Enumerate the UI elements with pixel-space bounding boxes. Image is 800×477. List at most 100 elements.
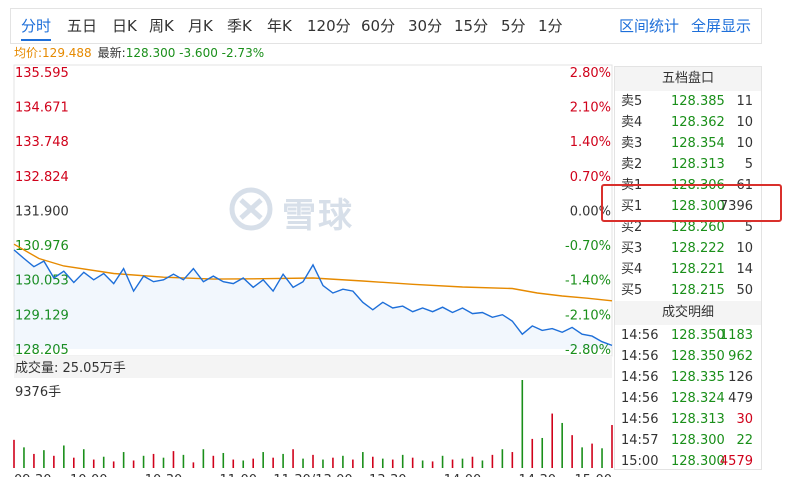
volume-bar bbox=[242, 460, 245, 468]
trade-volume: 479 bbox=[728, 391, 753, 406]
volume-bar bbox=[53, 455, 55, 468]
volume-bar bbox=[322, 459, 324, 468]
volume-bar bbox=[142, 455, 145, 468]
volume-bar bbox=[132, 460, 135, 468]
order-book-row: 卖5 128.385 11 bbox=[615, 91, 761, 112]
volume-bar bbox=[43, 450, 45, 468]
order-volume: 14 bbox=[736, 262, 753, 277]
trade-time: 14:57 bbox=[621, 433, 659, 448]
volume-bar bbox=[451, 459, 454, 468]
x-tick-label: 14:00 bbox=[444, 473, 481, 477]
tab-monthly-k[interactable]: 月K bbox=[188, 17, 213, 35]
order-side: 卖2 bbox=[621, 157, 643, 172]
order-book-row: 买5 128.215 50 bbox=[615, 280, 761, 301]
volume-bar bbox=[521, 380, 524, 468]
y-tick-label-right: -2.80% bbox=[565, 343, 611, 358]
volume-bar bbox=[92, 459, 95, 468]
volume-bar bbox=[601, 448, 603, 468]
volume-bar bbox=[491, 454, 494, 468]
tab-60min[interactable]: 60分 bbox=[361, 17, 396, 35]
order-side: 买5 bbox=[621, 283, 643, 298]
volume-bar bbox=[372, 456, 374, 468]
avg-price-line bbox=[13, 243, 613, 302]
volume-bar bbox=[82, 449, 85, 468]
y-tick-label-left: 134.671 bbox=[15, 101, 69, 116]
volume-bar bbox=[282, 453, 284, 468]
trade-row: 14:56 128.313 30 bbox=[615, 409, 761, 430]
order-book-row: 卖3 128.354 10 bbox=[615, 133, 761, 154]
trade-row: 14:56 128.335 126 bbox=[615, 367, 761, 388]
x-tick-label: 10:30 bbox=[145, 473, 182, 477]
tab-intraday[interactable]: 分时 bbox=[21, 9, 52, 43]
volume-bar bbox=[531, 438, 534, 468]
trade-price: 128.324 bbox=[671, 391, 725, 406]
volume-bar bbox=[501, 449, 504, 468]
trade-volume: 30 bbox=[736, 412, 753, 427]
order-book-row: 买3 128.222 10 bbox=[615, 238, 761, 259]
order-price: 128.260 bbox=[671, 220, 725, 235]
order-price: 128.354 bbox=[671, 136, 725, 151]
order-book-row: 买1 128.300 7396 bbox=[615, 196, 761, 217]
tab-weekly-k[interactable]: 周K bbox=[149, 17, 174, 35]
trade-price: 128.335 bbox=[671, 370, 725, 385]
order-price: 128.313 bbox=[671, 157, 725, 172]
tab-120min[interactable]: 120分 bbox=[307, 17, 351, 35]
order-side: 买3 bbox=[621, 241, 643, 256]
volume-bar bbox=[192, 462, 195, 468]
volume-bar bbox=[431, 461, 434, 468]
tab-15min[interactable]: 15分 bbox=[454, 17, 489, 35]
tab-five-day[interactable]: 五日 bbox=[67, 17, 98, 35]
order-volume: 5 bbox=[744, 157, 753, 172]
volume-bar bbox=[262, 452, 264, 468]
tab-daily-k[interactable]: 日K bbox=[112, 17, 137, 35]
interval-stats-button[interactable]: 区间统计 bbox=[619, 17, 680, 35]
trade-price: 128.350 bbox=[671, 328, 725, 343]
tab-30min[interactable]: 30分 bbox=[408, 17, 443, 35]
order-side: 卖5 bbox=[621, 94, 643, 109]
order-price: 128.222 bbox=[671, 241, 725, 256]
x-tick-label: 14:30 bbox=[519, 473, 556, 477]
volume-bar bbox=[112, 461, 115, 468]
y-tick-label-right: -1.40% bbox=[565, 274, 611, 289]
trade-time: 14:56 bbox=[621, 412, 659, 427]
order-volume: 50 bbox=[736, 283, 753, 298]
x-tick-label: 10:00 bbox=[70, 473, 107, 477]
price-line bbox=[13, 249, 613, 347]
trade-volume: 126 bbox=[728, 370, 753, 385]
order-volume: 61 bbox=[736, 178, 753, 193]
volume-bar bbox=[591, 443, 593, 468]
trade-volume: 22 bbox=[736, 433, 753, 448]
order-price: 128.215 bbox=[671, 283, 725, 298]
price-area-fill bbox=[14, 249, 612, 349]
volume-bar bbox=[471, 456, 474, 468]
order-side: 买2 bbox=[621, 220, 643, 235]
trade-time: 14:56 bbox=[621, 349, 659, 364]
tab-quarterly-k[interactable]: 季K bbox=[227, 17, 252, 35]
trade-price: 128.300 bbox=[671, 454, 725, 469]
volume-bar bbox=[182, 454, 185, 468]
trade-volume: 4579 bbox=[719, 454, 753, 469]
y-tick-label-right: 1.40% bbox=[570, 135, 611, 150]
order-book-row: 卖2 128.313 5 bbox=[615, 154, 761, 175]
latest-label: 最新: bbox=[97, 46, 126, 60]
fullscreen-button[interactable]: 全屏显示 bbox=[691, 17, 752, 35]
x-tick-label: 13:30 bbox=[369, 473, 406, 477]
volume-header-bg bbox=[14, 356, 612, 378]
volume-bar bbox=[362, 452, 364, 468]
volume-bar bbox=[441, 455, 444, 468]
y-tick-label-right: 0.70% bbox=[570, 170, 611, 185]
volume-bar bbox=[33, 453, 35, 468]
volume-bar bbox=[152, 453, 155, 468]
order-book-row: 卖4 128.362 10 bbox=[615, 112, 761, 133]
latest-value: 128.300 -3.600 -2.73% bbox=[125, 46, 265, 60]
volume-bar bbox=[252, 458, 254, 468]
volume-bar bbox=[561, 422, 563, 468]
tab-yearly-k[interactable]: 年K bbox=[267, 17, 292, 35]
y-tick-label-left: 133.748 bbox=[15, 135, 69, 150]
order-price: 128.306 bbox=[671, 178, 725, 193]
tab-1min[interactable]: 1分 bbox=[538, 17, 563, 35]
tab-5min[interactable]: 5分 bbox=[501, 17, 526, 35]
volume-bar bbox=[272, 457, 274, 468]
volume-bar bbox=[421, 460, 424, 468]
